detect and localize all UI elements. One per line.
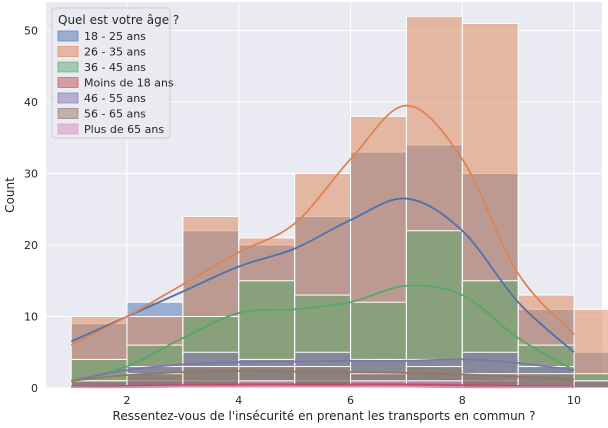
x-tick-label: 10 — [567, 394, 581, 407]
legend-swatch — [57, 61, 79, 73]
legend-swatch — [57, 77, 79, 88]
y-tick-label: 30 — [24, 168, 38, 181]
kde-line — [71, 385, 575, 389]
legend-label: 18 - 25 ans — [84, 30, 146, 43]
histogram-bar — [573, 380, 608, 389]
legend-label: 26 - 35 ans — [84, 46, 146, 59]
kde-line — [70, 284, 575, 382]
legend-label: Plus de 65 ans — [84, 123, 164, 136]
y-axis-label: Count — [3, 177, 17, 213]
x-tick-label: 8 — [459, 394, 466, 407]
legend-swatch — [57, 123, 79, 135]
legend-swatch — [57, 92, 79, 104]
kde-line — [70, 358, 575, 382]
kde-line — [70, 197, 575, 353]
legend-title: Quel est votre âge ? — [58, 13, 179, 27]
y-tick-labels: 0 10 20 30 40 50 — [24, 25, 38, 395]
x-tick-label: 6 — [347, 394, 354, 407]
x-tick-labels: 2 4 6 8 10 — [124, 394, 582, 407]
legend-label: 36 - 45 ans — [84, 61, 146, 74]
y-tick-label: 10 — [24, 311, 38, 324]
kde-curves — [70, 104, 575, 389]
kde-line — [71, 369, 575, 382]
legend-box — [51, 7, 171, 139]
legend: Quel est votre âge ? 18 - 25 ans 26 - 35 … — [51, 7, 179, 139]
x-axis-label: Ressentez-vous de l'insécurité en prenan… — [113, 409, 536, 423]
legend-swatch — [57, 30, 79, 42]
y-tick-label: 50 — [24, 25, 38, 38]
kde-line — [70, 104, 575, 346]
legend-swatch — [57, 46, 79, 57]
x-tick-label: 4 — [235, 394, 242, 407]
legend-label: 56 - 65 ans — [84, 108, 146, 121]
y-tick-label: 0 — [31, 382, 38, 395]
x-tick-label: 2 — [124, 394, 131, 407]
legend-swatch — [57, 108, 79, 119]
legend-items: 18 - 25 ans 26 - 35 ans 36 - 45 ans Moins d… — [57, 30, 174, 136]
kde-line — [71, 383, 575, 388]
legend-label: Moins de 18 ans — [84, 77, 174, 90]
y-tick-label: 20 — [24, 239, 38, 252]
legend-label: 46 - 55 ans — [84, 92, 146, 105]
y-tick-label: 40 — [24, 96, 38, 109]
